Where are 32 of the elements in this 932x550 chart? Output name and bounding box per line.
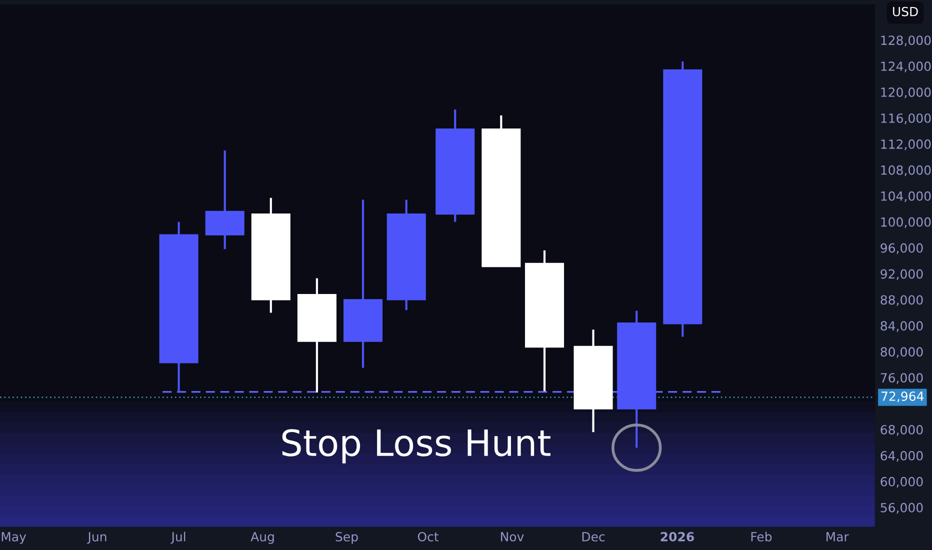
y-tick-label: 80,000	[880, 347, 923, 358]
x-tick-label: Nov	[501, 532, 524, 542]
y-tick-label: 108,000	[881, 165, 931, 176]
x-tick-label: Mar	[826, 532, 849, 542]
y-tick-label: 112,000	[881, 139, 931, 150]
y-tick-label: 96,000	[880, 243, 923, 254]
y-tick-label: 92,000	[880, 269, 923, 280]
x-tick-label: Jul	[170, 532, 186, 544]
y-tick-label: 64,000	[880, 450, 923, 462]
x-tick-label: Aug	[250, 532, 274, 544]
annotation: Stop Loss Hunt	[282, 429, 550, 464]
y-axis-title: USD	[893, 6, 918, 16]
x-tick-label: May	[2, 532, 26, 544]
y-tick-label: 100,000	[881, 217, 931, 228]
y-tick-label: 88,000	[880, 295, 923, 306]
y-tick-label: 120,000	[881, 87, 931, 98]
x-tick-label: Jun	[87, 532, 106, 544]
y-tick-label: 104,000	[881, 191, 931, 202]
y-tick-label: 76,000	[880, 373, 923, 384]
y-tick-label: 128,000	[881, 36, 931, 46]
ref-line-label: 72,964	[882, 391, 924, 402]
x-tick-label: Oct	[418, 532, 439, 542]
x-tick-label: Sep	[336, 532, 358, 544]
x-tick-label: Feb	[751, 532, 772, 542]
y-tick-label: 68,000	[880, 425, 923, 436]
y-tick-label: 124,000	[881, 62, 931, 72]
x-tick-label: 2026	[660, 532, 694, 542]
x-tick-label: Dec	[582, 532, 605, 542]
y-tick-label: 84,000	[880, 321, 923, 332]
y-tick-label: 56,000	[880, 502, 923, 514]
y-tick-label: 60,000	[880, 476, 923, 488]
y-tick-label: 116,000	[881, 113, 931, 124]
